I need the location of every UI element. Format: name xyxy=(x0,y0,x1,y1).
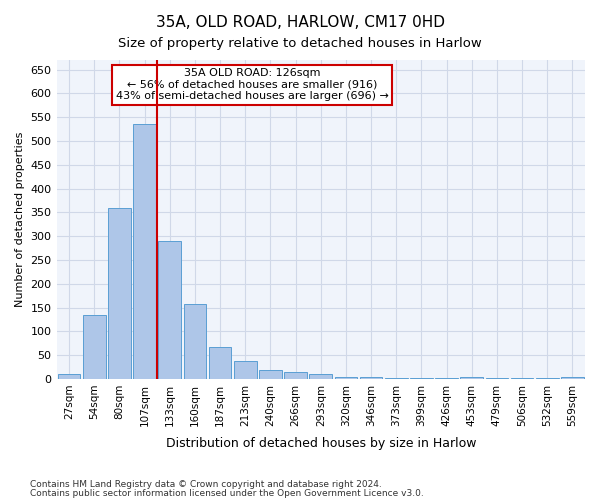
X-axis label: Distribution of detached houses by size in Harlow: Distribution of detached houses by size … xyxy=(166,437,476,450)
Bar xyxy=(360,378,382,379)
Bar xyxy=(284,372,307,379)
Text: Size of property relative to detached houses in Harlow: Size of property relative to detached ho… xyxy=(118,38,482,51)
Bar xyxy=(133,124,156,379)
Bar xyxy=(209,346,232,379)
Bar xyxy=(58,374,80,379)
Bar xyxy=(83,314,106,379)
Bar xyxy=(234,361,257,379)
Bar xyxy=(385,378,407,379)
Bar xyxy=(108,208,131,379)
Text: Contains HM Land Registry data © Crown copyright and database right 2024.: Contains HM Land Registry data © Crown c… xyxy=(30,480,382,489)
Text: 35A OLD ROAD: 126sqm
← 56% of detached houses are smaller (916)
43% of semi-deta: 35A OLD ROAD: 126sqm ← 56% of detached h… xyxy=(116,68,389,101)
Bar xyxy=(184,304,206,379)
Bar xyxy=(310,374,332,379)
Bar xyxy=(561,378,584,379)
Bar xyxy=(158,241,181,379)
Bar xyxy=(335,376,357,379)
Bar xyxy=(259,370,282,379)
Y-axis label: Number of detached properties: Number of detached properties xyxy=(15,132,25,307)
Text: 35A, OLD ROAD, HARLOW, CM17 0HD: 35A, OLD ROAD, HARLOW, CM17 0HD xyxy=(155,15,445,30)
Text: Contains public sector information licensed under the Open Government Licence v3: Contains public sector information licen… xyxy=(30,488,424,498)
Bar xyxy=(460,378,483,379)
